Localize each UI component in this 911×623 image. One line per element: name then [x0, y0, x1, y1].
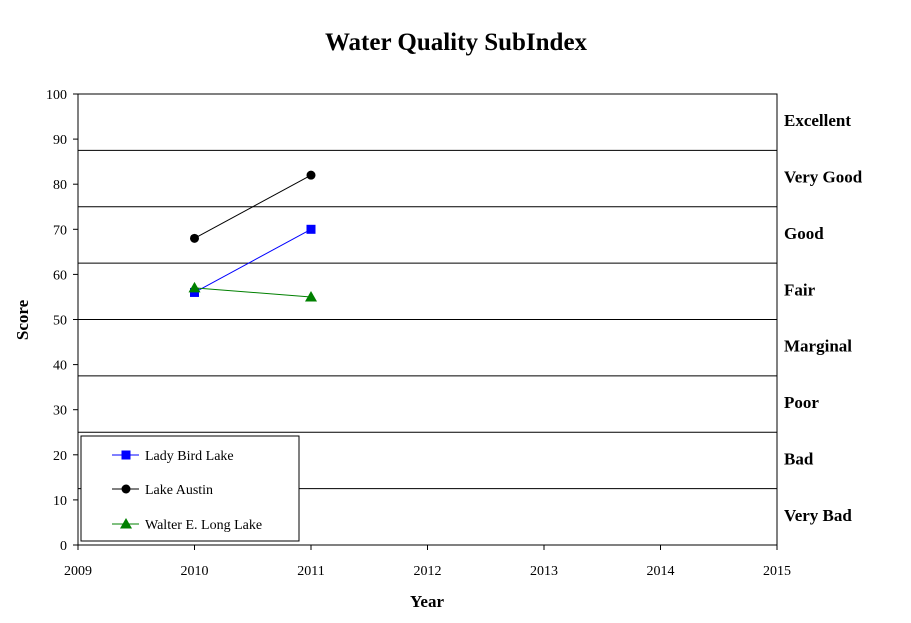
series-line-1 [194, 174, 312, 239]
y-tick-label-1: 10 [53, 494, 67, 509]
x-tick-label-0: 2009 [64, 564, 92, 579]
series-1-point-1 [306, 170, 316, 180]
band-label-5: Poor [784, 393, 819, 412]
band-label-0: Excellent [784, 111, 851, 130]
x-tick-label-4: 2013 [530, 564, 558, 579]
y-tick-label-7: 70 [53, 223, 67, 238]
y-tick-label-3: 30 [53, 404, 67, 419]
band-label-2: Good [784, 224, 824, 243]
x-tick-label-5: 2014 [647, 564, 675, 579]
legend: Lady Bird Lake Lake Austin Walter E. Long … [80, 435, 300, 542]
series-line-2 [194, 287, 312, 298]
y-axis-title: Score [13, 299, 32, 340]
y-tick-label-9: 90 [53, 133, 67, 148]
y-tick-label-0: 0 [60, 539, 67, 554]
series-0-point-0 [190, 287, 199, 297]
legend-label-0: Lady Bird Lake [145, 449, 234, 464]
series-2-point-0 [188, 281, 201, 293]
y-tick-label-2: 20 [53, 449, 67, 464]
y-tick-label-4: 40 [53, 359, 67, 374]
x-tick-label-1: 2010 [181, 564, 209, 579]
plot-area: Excellent Very Good Good Fair Marginal Poor Ba… [46, 88, 863, 579]
legend-label-1: Lake Austin [145, 483, 213, 498]
x-axis-title: Year [410, 592, 444, 611]
series-1-point-0 [190, 233, 199, 243]
series-line-0 [194, 228, 312, 293]
y-tick-label-5: 50 [53, 314, 67, 329]
legend-marker-0 [121, 450, 131, 460]
series-0-point-1 [306, 224, 316, 234]
band-label-7: Very Bad [784, 506, 852, 525]
x-tick-label-6: 2015 [763, 564, 791, 579]
band-label-4: Marginal [784, 337, 852, 356]
series-2-point-1 [305, 290, 317, 302]
chart-title: Water Quality SubIndex [325, 29, 588, 56]
band-label-3: Fair [784, 280, 816, 299]
y-tick-label-8: 80 [53, 178, 67, 193]
x-tick-label-3: 2012 [414, 564, 442, 579]
y-tick-label-6: 60 [53, 268, 67, 283]
legend-marker-2 [120, 518, 132, 529]
band-label-6: Bad [784, 449, 814, 468]
y-tick-label-10: 100 [46, 88, 67, 103]
band-label-1: Very Good [784, 168, 863, 187]
legend-label-2: Walter E. Long Lake [145, 518, 262, 533]
legend-marker-1 [121, 484, 131, 494]
x-tick-label-2: 2011 [297, 564, 324, 579]
